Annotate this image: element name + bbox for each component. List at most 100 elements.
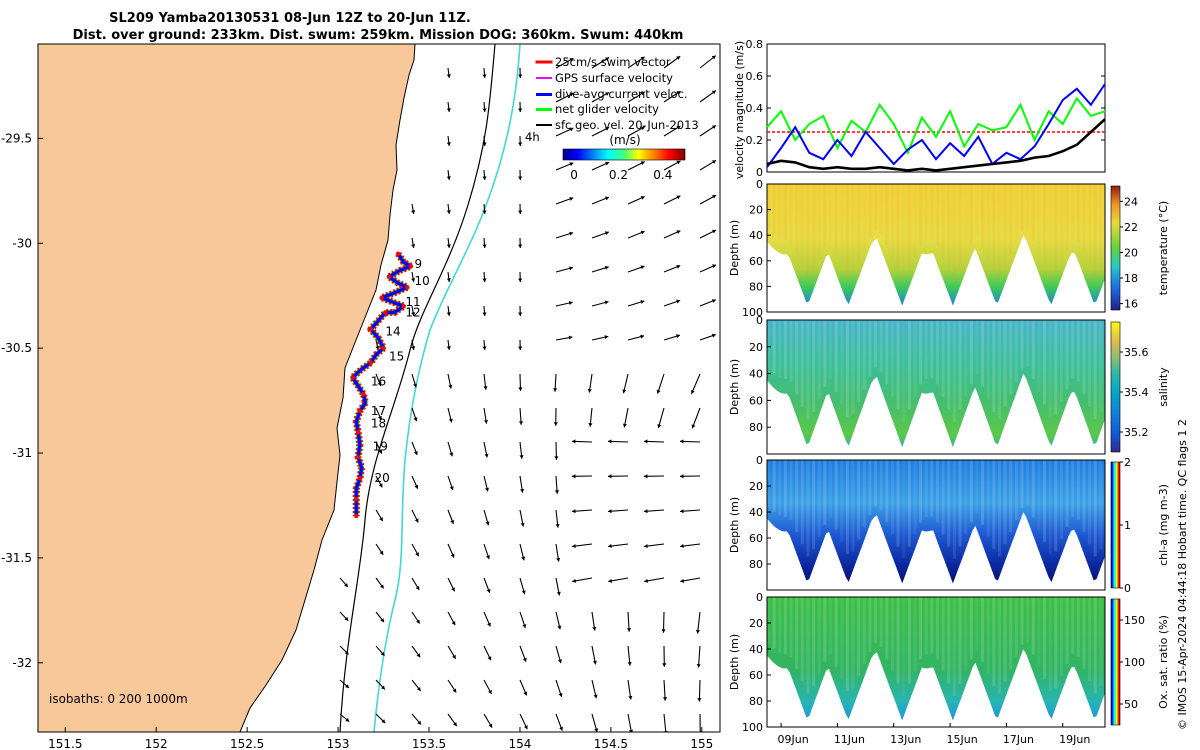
current-vector-head — [381, 719, 386, 724]
current-vector-head — [446, 74, 451, 78]
section-stripe — [1031, 184, 1035, 241]
current-vector-head — [413, 383, 418, 388]
section-stripe — [772, 184, 776, 235]
current-vector-head — [446, 108, 451, 112]
section-stripe — [879, 597, 883, 648]
depth-tick-label: 40 — [749, 643, 763, 656]
section-stripe — [834, 460, 838, 530]
depth-tick-label: 20 — [749, 480, 763, 493]
section-stripe — [947, 184, 951, 270]
current-vector-head — [484, 453, 489, 458]
section-stripe — [981, 320, 985, 387]
current-vector-head — [553, 388, 558, 392]
current-vector-head — [640, 91, 645, 96]
legend-4h-note: 4h — [525, 130, 540, 144]
section-stripe — [930, 597, 934, 654]
section-stripe — [851, 460, 855, 552]
section-stripe — [952, 320, 956, 422]
section-stripe — [1031, 320, 1035, 380]
current-vector-head — [640, 300, 645, 304]
section-stripe — [964, 460, 968, 535]
velocity-series-net-glider-velocity — [766, 96, 1106, 156]
section-stripe — [890, 460, 894, 535]
section-stripe — [1026, 597, 1030, 643]
section-stripe — [907, 320, 911, 410]
current-vector-head — [448, 384, 453, 389]
section-stripe — [1026, 460, 1030, 506]
current-vector-head — [627, 662, 632, 666]
current-vector-head — [487, 622, 491, 627]
section-stripe — [941, 597, 945, 672]
current-vector-head — [605, 92, 610, 96]
section-stripe — [930, 320, 934, 379]
current-vector-head — [572, 543, 576, 549]
section-stripe — [936, 597, 939, 660]
section-stripe — [941, 184, 945, 258]
depth-tick-label: 60 — [749, 255, 763, 268]
section-stripe — [868, 460, 872, 516]
section-stripe — [845, 320, 849, 417]
section-stripe — [1099, 597, 1103, 687]
current-vector-head — [518, 244, 523, 248]
day-label: 16 — [371, 375, 386, 389]
section-stripe — [1059, 597, 1063, 677]
section-colorbar — [1110, 598, 1121, 726]
current-vector-head — [604, 231, 609, 236]
section-stripe — [772, 597, 776, 649]
current-vector-head — [416, 619, 420, 624]
section-stripe — [964, 320, 968, 397]
section-stripe — [857, 320, 861, 402]
section-temperature: 0 20 40 60 80 100 Depth (m) 16 18 20 22 24 temperatu… — [728, 178, 1170, 319]
current-vector-head — [411, 312, 416, 316]
current-vector-head — [415, 585, 420, 590]
map-ytick-label: -31 — [12, 446, 32, 460]
current-vector-head — [644, 439, 648, 444]
current-vector-head — [556, 591, 561, 596]
section-stripe — [817, 184, 821, 260]
current-vector-head — [592, 626, 597, 631]
colorbar-tick-label: 16 — [1124, 298, 1138, 311]
section-stripe — [913, 597, 917, 672]
section-stripe — [896, 597, 900, 684]
current-vector-head — [486, 588, 491, 593]
section-stripe — [823, 184, 827, 248]
current-vector-head — [640, 230, 645, 235]
depth-tick-label: 60 — [749, 394, 763, 407]
track-surfacing-point — [355, 429, 361, 435]
section-stripe — [1037, 184, 1041, 253]
current-vector-head — [446, 176, 451, 180]
current-vector-head — [452, 688, 457, 693]
section-stripe — [828, 597, 832, 655]
section-stripe — [778, 320, 782, 378]
isobath-note: isobaths: 0 200 1000m — [49, 692, 188, 706]
colorbar-tick-label: 150 — [1124, 614, 1145, 627]
section-texture — [767, 320, 1103, 422]
current-vector-head — [594, 728, 599, 732]
section-data-fill — [767, 184, 1105, 306]
depth-tick-label: 40 — [749, 506, 763, 519]
section-stripe — [1071, 460, 1075, 517]
section-stripe — [812, 597, 816, 687]
velocity-ytick-label: 0 — [756, 166, 763, 179]
speed-colorbar-ticks: 0 0.2 0.4 — [570, 168, 672, 182]
current-vector-head — [446, 210, 451, 214]
depth-tick-label: 80 — [749, 421, 763, 434]
velocity-series — [766, 83, 1106, 172]
section-stripe — [1088, 320, 1092, 407]
current-vector-head — [448, 418, 453, 423]
current-vector-head — [572, 578, 577, 583]
current-vector-head — [483, 386, 488, 390]
section-stripe — [840, 597, 844, 679]
current-vector-head — [518, 312, 523, 316]
section-stripe — [1082, 320, 1086, 395]
current-vector-head — [484, 487, 489, 492]
copyright-note: © IMOS 15-Apr-2024 04:44:18 Hobart time.… — [1176, 419, 1189, 730]
section-stripe — [890, 320, 894, 397]
depth-tick-label: 20 — [749, 617, 763, 630]
section-stripe — [783, 597, 787, 655]
current-vector-head — [697, 698, 702, 702]
section-stripe — [1020, 184, 1024, 232]
section-stripe — [1003, 184, 1007, 267]
section-stripe — [941, 460, 945, 535]
